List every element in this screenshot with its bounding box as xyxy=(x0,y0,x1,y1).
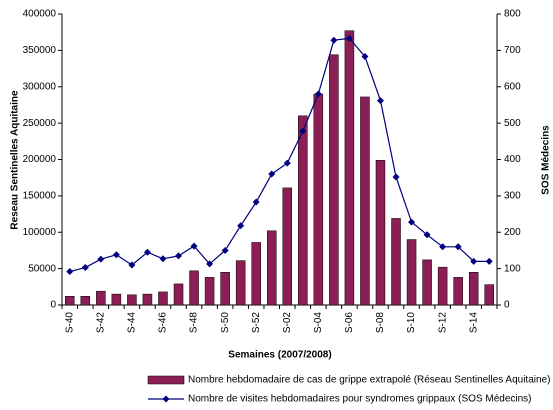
bar xyxy=(189,270,199,306)
bar xyxy=(360,96,370,306)
x-tick-label: S-02 xyxy=(282,312,293,334)
x-tick-label: S-50 xyxy=(220,312,231,334)
marker xyxy=(268,170,276,178)
marker xyxy=(454,243,462,251)
bar xyxy=(173,283,184,306)
legend-swatch xyxy=(147,375,185,385)
legend-marker xyxy=(162,395,170,403)
marker xyxy=(112,251,120,259)
bar xyxy=(96,290,106,306)
bar xyxy=(251,242,261,306)
marker xyxy=(283,159,291,167)
y-axis-title: Reseau Sentinelles Aquitaine xyxy=(10,90,21,230)
marker xyxy=(190,242,198,250)
y2-tick-label: 0 xyxy=(504,300,510,311)
bar xyxy=(437,266,448,306)
y-tick-label: 150000 xyxy=(23,191,57,202)
marker xyxy=(376,97,384,105)
marker xyxy=(345,34,353,42)
bar xyxy=(422,259,432,306)
marker xyxy=(361,53,369,61)
bar xyxy=(298,115,308,306)
x-tick-label: S-04 xyxy=(313,312,324,334)
marker xyxy=(159,255,167,263)
marker xyxy=(252,198,260,206)
y2-tick-label: 500 xyxy=(504,118,521,129)
bar xyxy=(65,296,75,306)
marker xyxy=(237,222,245,230)
bar xyxy=(204,277,215,306)
bar xyxy=(266,230,277,306)
y2-tick-label: 300 xyxy=(504,191,521,202)
y2-axis-title: SOS Médecins xyxy=(541,125,552,195)
marker xyxy=(485,257,493,265)
y-tick-label: 400000 xyxy=(23,9,57,20)
x-tick-label: S-06 xyxy=(344,312,355,334)
x-tick-label: S-46 xyxy=(158,312,169,334)
y2-tick-label: 400 xyxy=(504,154,521,165)
y2-tick-label: 700 xyxy=(504,45,521,56)
bar xyxy=(282,187,293,306)
marker xyxy=(314,90,322,98)
y-tick-label: 200000 xyxy=(23,154,57,165)
x-tick-label: S-10 xyxy=(406,312,417,334)
bar xyxy=(80,296,91,306)
y-tick-label: 50000 xyxy=(28,263,56,274)
marker xyxy=(299,127,307,135)
x-tick-label: S-14 xyxy=(468,312,479,334)
x-tick-label: S-08 xyxy=(375,312,386,334)
y-tick-label: 100000 xyxy=(23,227,57,238)
marker xyxy=(392,173,400,181)
y-tick-label: 0 xyxy=(50,300,56,311)
bar xyxy=(142,293,153,306)
bar xyxy=(158,291,168,306)
marker xyxy=(143,248,151,256)
bar xyxy=(220,272,230,306)
x-tick-label: S-44 xyxy=(127,312,138,334)
legend-label: Nombre de visites hebdomadaires pour syn… xyxy=(188,394,532,405)
marker xyxy=(221,246,229,254)
bar xyxy=(111,293,122,306)
marker xyxy=(175,252,183,260)
x-tick-label: S-40 xyxy=(64,312,75,334)
y-tick-label: 350000 xyxy=(23,45,57,56)
bar xyxy=(235,260,246,306)
y2-tick-label: 100 xyxy=(504,263,521,274)
bar xyxy=(453,277,463,306)
bar xyxy=(329,54,339,306)
x-tick-label: S-12 xyxy=(437,312,448,334)
marker xyxy=(81,264,89,272)
x-axis-title: Semaines (2007/2008) xyxy=(228,350,331,361)
y-tick-label: 300000 xyxy=(23,81,57,92)
line xyxy=(69,37,490,273)
bar xyxy=(468,272,479,306)
bar xyxy=(313,93,324,306)
x-tick-label: S-52 xyxy=(251,312,262,334)
x-tick-label: S-48 xyxy=(189,312,200,334)
legend-label: Nombre hebdomadaire de cas de grippe ext… xyxy=(188,375,550,386)
bar xyxy=(344,30,355,306)
bar xyxy=(391,218,401,306)
y-tick-label: 250000 xyxy=(23,118,57,129)
marker xyxy=(66,268,74,276)
marker xyxy=(439,243,447,251)
marker xyxy=(97,255,105,263)
y2-tick-label: 600 xyxy=(504,81,521,92)
marker xyxy=(128,261,136,269)
x-tick-label: S-42 xyxy=(95,312,106,334)
y2-tick-label: 200 xyxy=(504,227,521,238)
bar xyxy=(406,239,417,306)
marker xyxy=(470,257,478,265)
marker xyxy=(206,260,214,268)
marker xyxy=(330,36,338,44)
marker xyxy=(423,231,431,239)
y2-tick-label: 800 xyxy=(504,9,521,20)
marker xyxy=(408,218,416,226)
bar xyxy=(484,284,494,306)
bar xyxy=(127,294,137,306)
bar xyxy=(375,159,386,306)
